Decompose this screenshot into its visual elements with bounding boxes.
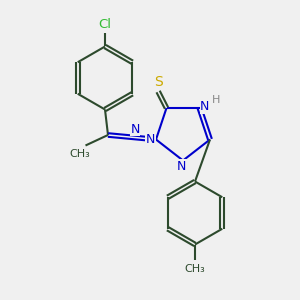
Text: Cl: Cl bbox=[98, 18, 112, 32]
Text: N: N bbox=[146, 133, 155, 146]
Text: N: N bbox=[130, 123, 140, 136]
Text: CH₃: CH₃ bbox=[70, 149, 91, 159]
Text: CH₃: CH₃ bbox=[184, 264, 206, 274]
Text: S: S bbox=[154, 75, 163, 89]
Text: N: N bbox=[177, 160, 186, 173]
Text: H: H bbox=[212, 94, 220, 105]
Text: N: N bbox=[200, 100, 210, 113]
